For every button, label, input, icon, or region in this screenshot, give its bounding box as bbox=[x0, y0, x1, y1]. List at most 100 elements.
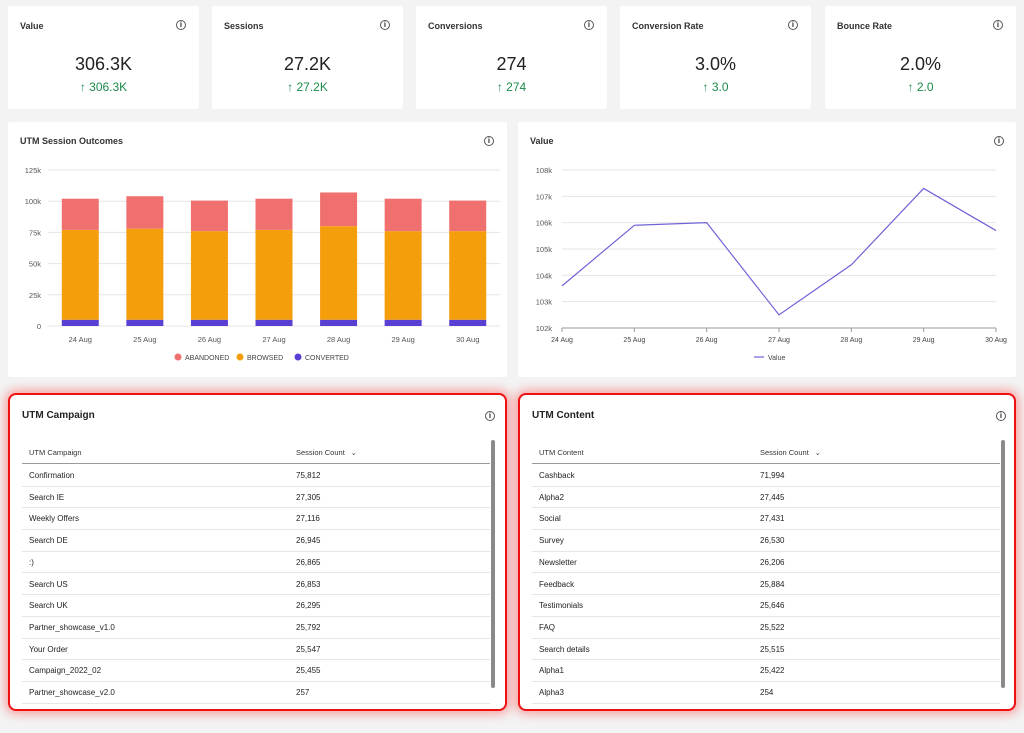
row-label: Cashback bbox=[539, 471, 575, 480]
table-row[interactable]: Alpha2 27,445 bbox=[532, 487, 1000, 509]
row-label: Confirmation bbox=[29, 471, 75, 480]
table-row[interactable]: :) 26,865 bbox=[22, 552, 490, 574]
bar-browsed[interactable] bbox=[255, 229, 293, 320]
table-row[interactable]: Feedback 25,884 bbox=[532, 574, 1000, 596]
row-session-count: 26,206 bbox=[760, 557, 785, 567]
legend-label[interactable]: CONVERTED bbox=[305, 355, 349, 362]
x-tick-label: 28 Aug bbox=[327, 335, 350, 344]
x-tick-label: 25 Aug bbox=[623, 337, 645, 344]
info-icon[interactable]: i bbox=[485, 411, 495, 421]
table-row[interactable]: FAQ 25,522 bbox=[532, 617, 1000, 639]
table-row[interactable]: Cashback 71,994 bbox=[532, 465, 1000, 487]
bar-abandoned[interactable] bbox=[61, 198, 99, 230]
x-tick-label: 30 Aug bbox=[985, 337, 1007, 344]
bar-browsed[interactable] bbox=[449, 231, 487, 320]
row-session-count: 26,295 bbox=[296, 601, 321, 611]
bar-browsed[interactable] bbox=[320, 226, 358, 320]
kpi-card: Sessions i 27.2K ↑ 27.2K bbox=[212, 6, 403, 109]
bar-converted[interactable] bbox=[449, 319, 487, 326]
table-row[interactable]: Partner_showcase_v2.0 257 bbox=[22, 682, 490, 704]
kpi-delta: ↑ 3.0 bbox=[702, 80, 729, 94]
bar-browsed[interactable] bbox=[61, 229, 99, 320]
kpi-value: 3.0% bbox=[694, 54, 737, 74]
value-chart-title: Value bbox=[530, 136, 554, 146]
bar-converted[interactable] bbox=[126, 319, 164, 326]
row-session-count: 27,445 bbox=[760, 492, 785, 502]
kpi-card: Conversions i 274 ↑ 274 bbox=[416, 6, 607, 109]
column-header-session-count[interactable]: Session Count ⌄ bbox=[296, 448, 357, 457]
row-session-count: 25,422 bbox=[760, 666, 785, 676]
table-row[interactable]: Partner_showcase_v1.0 25,792 bbox=[22, 617, 490, 639]
kpi-title: Conversions bbox=[428, 21, 483, 31]
info-icon[interactable]: i bbox=[584, 20, 594, 30]
info-icon[interactable]: i bbox=[484, 136, 494, 146]
table-row[interactable]: Alpha1 25,422 bbox=[532, 660, 1000, 682]
table-row[interactable]: Alpha3 254 bbox=[532, 682, 1000, 704]
row-label: Newsletter bbox=[539, 557, 577, 567]
table-row[interactable]: Weekly Offers 27,116 bbox=[22, 508, 490, 531]
legend-swatch bbox=[294, 353, 302, 361]
kpi-delta: ↑ 2.0 bbox=[907, 80, 934, 94]
table-row[interactable]: Search IE 27,305 bbox=[22, 487, 490, 509]
table-row[interactable]: Newsletter 26,206 bbox=[532, 552, 1000, 574]
row-label: Survey bbox=[539, 536, 564, 546]
x-tick-label: 27 Aug bbox=[262, 335, 285, 344]
bar-abandoned[interactable] bbox=[126, 196, 164, 229]
table-row[interactable]: Search US 26,853 bbox=[22, 574, 490, 596]
info-icon[interactable]: i bbox=[788, 20, 798, 30]
utm-content-card: UTM Content i UTM Content Session Count ⌄… bbox=[518, 393, 1016, 711]
row-session-count: 26,530 bbox=[760, 536, 785, 546]
bar-browsed[interactable] bbox=[126, 228, 164, 320]
chevron-down-icon[interactable]: ⌄ bbox=[814, 450, 821, 457]
info-icon[interactable]: i bbox=[380, 20, 390, 30]
info-icon[interactable]: i bbox=[993, 20, 1003, 30]
row-session-count: 25,792 bbox=[296, 622, 321, 632]
outcomes-chart: 0 25k 50k 75k 100k 125k 24 Aug 25 Aug 26 Aug 27 A… bbox=[25, 166, 500, 362]
row-label: Feedback bbox=[539, 579, 575, 589]
table-row[interactable]: Testimonials 25,646 bbox=[532, 595, 1000, 617]
bar-converted[interactable] bbox=[190, 319, 228, 326]
y-tick-label: 107k bbox=[536, 192, 553, 201]
table-row[interactable]: Your Order 25,547 bbox=[22, 639, 490, 661]
kpi-value: 274 bbox=[496, 54, 527, 74]
table-row[interactable]: Social 27,431 bbox=[532, 508, 1000, 531]
legend-label[interactable]: ABANDONED bbox=[185, 355, 229, 362]
table-row[interactable]: Survey 26,530 bbox=[532, 530, 1000, 552]
legend-label[interactable]: BROWSED bbox=[247, 355, 283, 362]
row-label: Search UK bbox=[29, 601, 68, 611]
row-session-count: 27,305 bbox=[296, 492, 321, 502]
column-header-session-count[interactable]: Session Count ⌄ bbox=[760, 448, 821, 457]
kpi-value: 2.0% bbox=[899, 54, 942, 74]
x-tick-label: 26 Aug bbox=[696, 337, 718, 344]
info-icon[interactable]: i bbox=[996, 411, 1006, 421]
table-row[interactable]: Search DE 26,945 bbox=[22, 530, 490, 552]
legend-label[interactable]: Value bbox=[768, 355, 785, 362]
column-header-utm-content[interactable]: UTM Content bbox=[539, 448, 584, 457]
bar-browsed[interactable] bbox=[384, 231, 422, 320]
bar-converted[interactable] bbox=[255, 319, 293, 326]
scrollbar[interactable] bbox=[491, 440, 495, 688]
column-header-utm-campaign[interactable]: UTM Campaign bbox=[29, 448, 82, 457]
kpi-delta: ↑ 274 bbox=[496, 80, 527, 94]
bar-abandoned[interactable] bbox=[320, 192, 358, 227]
bar-browsed[interactable] bbox=[190, 231, 228, 320]
value-series-line[interactable] bbox=[561, 187, 997, 316]
table-row[interactable]: Search UK 26,295 bbox=[22, 595, 490, 617]
bar-abandoned[interactable] bbox=[449, 200, 487, 232]
row-label: Testimonials bbox=[539, 601, 584, 611]
scrollbar[interactable] bbox=[1001, 440, 1005, 688]
chevron-down-icon[interactable]: ⌄ bbox=[350, 450, 357, 457]
x-tick-label: 24 Aug bbox=[551, 337, 573, 344]
bar-converted[interactable] bbox=[384, 319, 422, 326]
bar-converted[interactable] bbox=[320, 319, 358, 326]
bar-abandoned[interactable] bbox=[255, 198, 293, 230]
bar-abandoned[interactable] bbox=[190, 200, 228, 232]
info-icon[interactable]: i bbox=[176, 20, 186, 30]
bar-converted[interactable] bbox=[61, 319, 99, 326]
kpi-card: Bounce Rate i 2.0% ↑ 2.0 bbox=[825, 6, 1016, 109]
bar-abandoned[interactable] bbox=[384, 198, 422, 232]
table-row[interactable]: Campaign_2022_02 25,455 bbox=[22, 660, 490, 682]
table-row[interactable]: Confirmation 75,812 bbox=[22, 465, 490, 487]
table-row[interactable]: Search details 25,515 bbox=[532, 639, 1000, 661]
info-icon[interactable]: i bbox=[994, 136, 1004, 146]
